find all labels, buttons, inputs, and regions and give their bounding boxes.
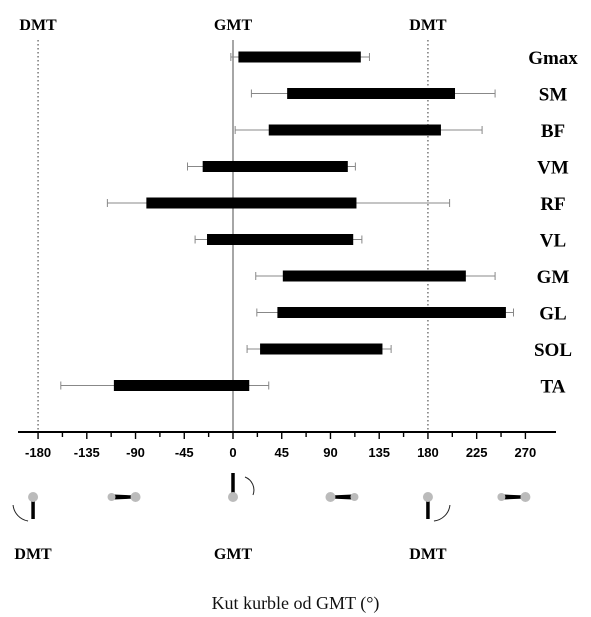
crank-axle [325, 492, 336, 502]
crank-label: DMT [14, 546, 52, 563]
crank-diagram: GMT [214, 473, 255, 563]
muscle-row: VL [194, 231, 566, 252]
x-tick-label: -180 [25, 445, 51, 460]
x-tick-label: 0 [229, 445, 236, 460]
reference-lines: DMT GMT DMT [19, 17, 447, 432]
crank-diagram: DMT [12, 492, 52, 563]
crank-diagram [497, 492, 531, 502]
rotation-arrow [244, 476, 255, 496]
pedal-dot [497, 493, 506, 501]
muscle-label: RF [540, 194, 565, 215]
crank-diagram: DMT [409, 492, 451, 563]
muscle-label: TA [541, 377, 566, 398]
muscle-row: TA [60, 377, 566, 398]
muscle-label: SOL [534, 340, 572, 361]
crank-diagrams: DMT GMT DMT [12, 473, 531, 563]
muscle-row: SM [250, 85, 568, 106]
x-tick-label: 135 [368, 445, 390, 460]
crank-diagram [325, 492, 359, 502]
pedal-dot [350, 493, 359, 501]
muscle-row: SOL [246, 340, 572, 361]
activation-bars: Gmax SM BF VM RF VL GM GL SOL TA [60, 48, 578, 398]
muscle-row: RF [106, 194, 566, 215]
activation-bar [146, 197, 357, 209]
x-tick-label: -90 [126, 445, 145, 460]
activation-bar [268, 124, 441, 136]
muscle-label: GM [537, 267, 570, 288]
muscle-row: GM [255, 267, 570, 288]
reference-line-label: DMT [19, 17, 57, 34]
x-tick-label: 225 [466, 445, 488, 460]
activation-bar [282, 270, 466, 282]
activation-bar [238, 51, 361, 63]
crank-label: DMT [409, 546, 447, 563]
muscle-label: VM [537, 158, 569, 179]
pedal-dot [107, 493, 116, 501]
crank-arm [503, 494, 526, 500]
crank-axle [130, 492, 141, 502]
muscle-label: VL [540, 231, 566, 252]
reference-line-label: DMT [409, 17, 447, 34]
activation-bar [277, 307, 506, 318]
muscle-row: BF [234, 121, 565, 142]
muscle-row: Gmax [230, 48, 578, 69]
rotation-arrow [12, 504, 29, 522]
x-tick-label: 180 [417, 445, 439, 460]
muscle-row: VM [187, 158, 569, 179]
crank-axle [520, 492, 531, 502]
crank-arm [330, 494, 353, 500]
reference-line-label: GMT [214, 17, 253, 34]
activation-bar [287, 88, 456, 99]
activation-bar [113, 380, 250, 391]
x-tick-label: 90 [323, 445, 337, 460]
crank-label: GMT [214, 546, 253, 563]
activation-bar [207, 234, 354, 245]
crank-axle [422, 492, 433, 502]
x-axis-title: Kut kurble od GMT (°) [211, 593, 380, 613]
muscle-row: GL [256, 304, 567, 325]
rotation-arrow [433, 504, 451, 522]
activation-bar [202, 161, 348, 172]
crank-axle [28, 492, 39, 502]
crank-axle [228, 492, 238, 502]
x-tick-label: 270 [515, 445, 537, 460]
x-tick-label: -135 [74, 445, 100, 460]
activation-bar [260, 343, 383, 355]
muscle-label: Gmax [528, 48, 578, 69]
crank-diagram [107, 492, 141, 502]
x-axis: -180 -135 -90 -45 0 45 90 135 180 225 270 [18, 431, 556, 460]
muscle-label: SM [539, 85, 568, 106]
x-tick-label: 45 [275, 445, 289, 460]
muscle-label: GL [539, 304, 566, 325]
muscle-label: BF [541, 121, 565, 142]
crank-arm [113, 494, 136, 500]
x-tick-label: -45 [175, 445, 194, 460]
